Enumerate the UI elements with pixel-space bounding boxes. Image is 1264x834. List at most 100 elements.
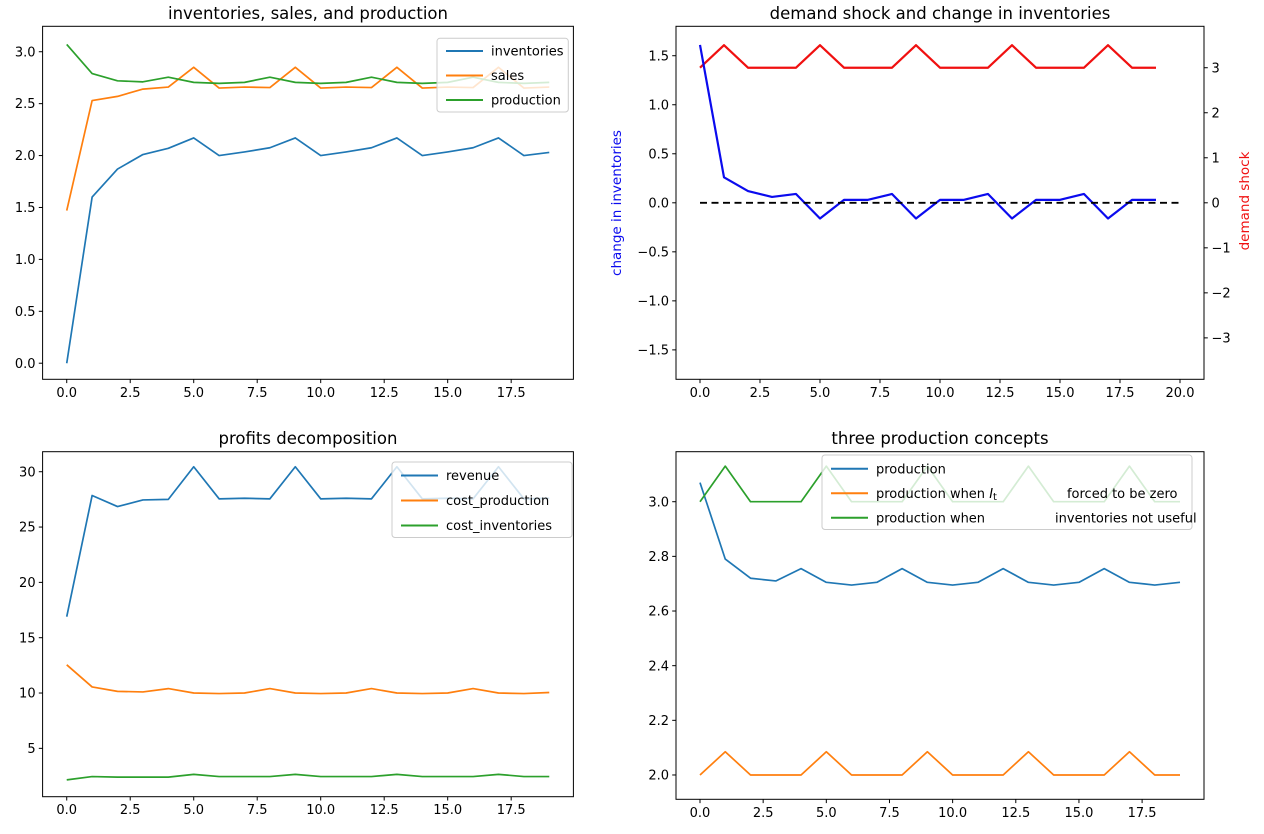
- y-tick-label: −1.0: [637, 294, 669, 309]
- chart-three-production-concepts: 0.0 2.5 5.0 7.5 10.0 12.5 15.0 17.5 2.0 2.2 2.4 2.6…: [648, 429, 1205, 821]
- y-tick-label: 2.8: [648, 550, 669, 565]
- x-tick-label: 17.5: [497, 386, 526, 401]
- x-tick-label: 2.5: [750, 386, 771, 401]
- y-axis-label-right: demand shock: [1237, 151, 1253, 250]
- y-tick-label: 2.5: [15, 97, 36, 112]
- y-tick-label: 3.0: [648, 495, 669, 510]
- y-tick-label: 2.6: [648, 605, 669, 620]
- axes-spines: [675, 25, 1205, 380]
- y-tick-label: 0.5: [648, 147, 669, 162]
- y-axis-right: −3 −2 −1 0 1 2 3: [1204, 61, 1231, 346]
- series-production: [699, 482, 1181, 586]
- y-tick-label: 1.5: [648, 49, 669, 64]
- x-tick-label: 7.5: [870, 386, 891, 401]
- x-tick-label: 5.0: [810, 386, 831, 401]
- y-tick-right-label: −3: [1212, 331, 1231, 346]
- x-tick-label: 7.5: [879, 806, 900, 821]
- legend-label: production when inventories not useful: [876, 511, 1197, 526]
- x-tick-label: 10.0: [926, 386, 955, 401]
- chart-title: demand shock and change in inventories: [770, 4, 1111, 23]
- x-tick-label: 7.5: [247, 386, 268, 401]
- y-tick-label: 2.2: [648, 714, 669, 729]
- x-tick-label: 5.0: [183, 803, 204, 818]
- y-tick-label: 5: [27, 742, 35, 757]
- y-tick-label: 15: [19, 631, 36, 646]
- chart-profits-decomposition: 0.0 2.5 5.0 7.5 10.0 12.5 15.0 17.5 5 10 15 20 25 30 p…: [19, 429, 574, 818]
- legend-box: [821, 454, 1193, 530]
- series-cost-production: [66, 664, 550, 695]
- x-tick-label: 0.0: [690, 386, 711, 401]
- chart-title: three production concepts: [831, 429, 1048, 448]
- axes-spines: [675, 451, 1205, 800]
- y-tick-label: 3.0: [15, 45, 36, 60]
- x-tick-label: 10.0: [306, 386, 335, 401]
- x-tick-label: 15.0: [433, 803, 462, 818]
- y-tick-label: 25: [19, 521, 36, 536]
- chart-title: profits decomposition: [219, 429, 398, 448]
- x-tick-label: 2.5: [120, 803, 141, 818]
- legend-label: revenue: [446, 469, 499, 484]
- y-tick-label: −0.5: [637, 245, 669, 260]
- series-demand-shock: [699, 44, 1156, 69]
- y-axis-label-left: change in inventories: [609, 130, 625, 276]
- y-tick-label: 0.5: [15, 305, 36, 320]
- x-tick-label: 0.0: [690, 806, 711, 821]
- series-inventories: [65, 137, 550, 364]
- series-change-in-inventories: [698, 44, 1156, 220]
- legend-box: [436, 37, 569, 113]
- x-tick-label: 20.0: [1166, 386, 1195, 401]
- y-axis-left: −1.5 −1.0 −0.5 0.0 0.5 1.0 1.5: [637, 49, 676, 358]
- x-tick-label: 2.5: [753, 806, 774, 821]
- x-tick-label: 15.0: [433, 386, 462, 401]
- legend-label: production when It forced to be zero: [876, 487, 1178, 503]
- legend-label: sales: [491, 69, 524, 84]
- y-tick-label: −1.5: [637, 343, 669, 358]
- y-tick-label: 30: [19, 465, 36, 480]
- y-tick-right-label: 3: [1212, 61, 1220, 76]
- y-tick-right-label: 2: [1212, 106, 1220, 121]
- legend: revenue cost_production cost_inventories: [391, 461, 573, 538]
- y-tick-label: 1.0: [15, 253, 36, 268]
- axes-spines: [42, 451, 574, 798]
- axes-spines: [42, 25, 574, 380]
- legend: inventories sales production: [436, 37, 569, 113]
- x-tick-label: 12.5: [986, 386, 1015, 401]
- y-tick-label: 1.0: [648, 98, 669, 113]
- plot-area: [698, 44, 1180, 220]
- y-tick-label: 2.4: [648, 659, 669, 674]
- legend: production production when It forced to be…: [821, 454, 1197, 530]
- x-axis: 0.0 2.5 5.0 7.5 10.0 12.5 15.0 17.5 20.0: [690, 379, 1195, 401]
- legend-box: [391, 461, 573, 538]
- chart-title: inventories, sales, and production: [168, 4, 448, 23]
- y-tick-label: 10: [19, 687, 36, 702]
- x-tick-label: 15.0: [1046, 386, 1075, 401]
- x-tick-label: 7.5: [247, 803, 268, 818]
- y-tick-right-label: −2: [1212, 286, 1231, 301]
- y-axis-left: 2.0 2.2 2.4 2.6 2.8 3.0: [648, 495, 676, 784]
- chart-inventories-sales-production: 0.0 2.5 5.0 7.5 10.0 12.5 15.0 17.5 0.0 0.5 1.0 1.5…: [15, 4, 574, 401]
- x-tick-label: 10.0: [306, 803, 335, 818]
- x-tick-label: 12.5: [370, 386, 399, 401]
- x-tick-label: 17.5: [497, 803, 526, 818]
- series-cost-inventories: [66, 773, 550, 781]
- series-production-when-It-forced-zero: [699, 750, 1180, 776]
- x-tick-label: 2.5: [120, 386, 141, 401]
- y-tick-label: 1.5: [15, 201, 36, 216]
- x-axis: 0.0 2.5 5.0 7.5 10.0 12.5 15.0 17.5: [56, 379, 526, 401]
- x-tick-label: 12.5: [370, 803, 399, 818]
- x-tick-label: 17.5: [1128, 806, 1157, 821]
- y-tick-right-label: 0: [1212, 196, 1220, 211]
- legend-label: cost_inventories: [446, 519, 552, 534]
- x-tick-label: 17.5: [1106, 386, 1135, 401]
- x-tick-label: 10.0: [938, 806, 967, 821]
- y-tick-label: 2.0: [15, 149, 36, 164]
- legend-label: production: [876, 462, 946, 477]
- y-axis-left: 0.0 0.5 1.0 1.5 2.0 2.5 3.0: [15, 45, 43, 372]
- x-tick-label: 0.0: [56, 803, 77, 818]
- y-tick-label: 0.0: [15, 357, 36, 372]
- x-tick-label: 12.5: [1001, 806, 1030, 821]
- legend-label: cost_production: [446, 494, 549, 509]
- y-tick-label: 20: [19, 576, 36, 591]
